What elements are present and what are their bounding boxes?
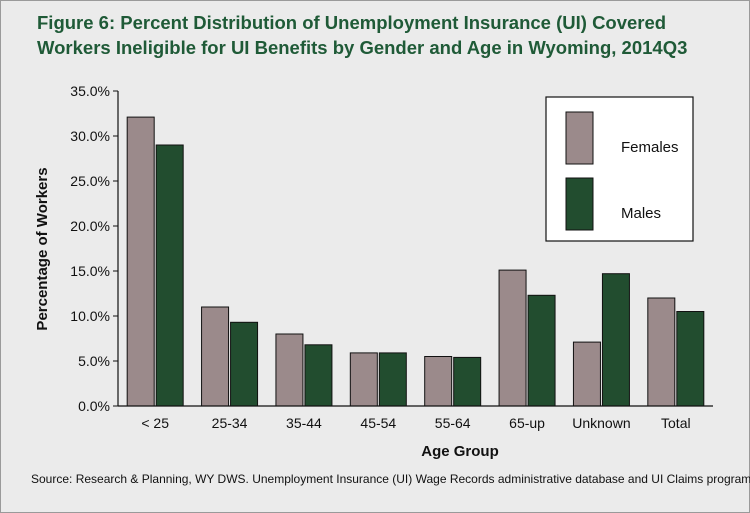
- bar-females-3: [349, 352, 378, 407]
- y-tick-label: 0.0%: [78, 398, 110, 414]
- x-tick-label: 55-64: [435, 415, 471, 431]
- bar-males-6: [601, 273, 630, 407]
- y-tick-label: 25.0%: [70, 173, 110, 189]
- x-tick-labels: < 25 25-34 35-44 45-54 55-64 65-up Unknown Tota…: [141, 415, 690, 431]
- y-tick-label: 15.0%: [70, 263, 110, 279]
- y-tick-label: 10.0%: [70, 308, 110, 324]
- bar-males-4: [453, 356, 482, 407]
- bar-females-0: [126, 116, 155, 407]
- bar-chart: 0.0% 5.0% 10.0% 15.0% 20.0% 25.0% 30.0% 35.0% <…: [34, 83, 713, 460]
- x-tick-label: Total: [661, 415, 691, 431]
- y-tick-label: 20.0%: [70, 218, 110, 234]
- x-axis-title: Age Group: [421, 443, 499, 460]
- y-axis-title: Percentage of Workers: [34, 167, 51, 330]
- bar-males-2: [304, 344, 333, 407]
- x-tick-label: 25-34: [212, 415, 248, 431]
- source-note: Source: Research & Planning, WY DWS. Une…: [31, 472, 750, 486]
- legend-label-females: Females: [621, 139, 679, 156]
- bar-females-2: [275, 333, 304, 407]
- bar-females-4: [424, 356, 453, 407]
- bar-females-5: [498, 269, 527, 407]
- x-tick-label: 35-44: [286, 415, 322, 431]
- x-tick-label: 65-up: [509, 415, 545, 431]
- y-tick-label: 35.0%: [70, 83, 110, 99]
- bar-males-7: [676, 311, 705, 407]
- bar-males-0: [155, 144, 184, 407]
- bar-females-1: [201, 306, 230, 407]
- chart-title: Figure 6: Percent Distribution of Unempl…: [37, 10, 737, 60]
- legend-label-males: Males: [621, 205, 661, 222]
- legend: Females Males: [545, 96, 694, 242]
- bar-males-1: [230, 321, 259, 407]
- chart-title-line2: Workers Ineligible for UI Benefits by Ge…: [37, 37, 688, 58]
- bar-males-3: [378, 352, 407, 407]
- x-tick-label: Unknown: [572, 415, 630, 431]
- y-tick-label: 5.0%: [78, 353, 110, 369]
- x-tick-label: < 25: [141, 415, 169, 431]
- chart-title-line1: Figure 6: Percent Distribution of Unempl…: [37, 12, 667, 33]
- x-tick-label: 45-54: [360, 415, 396, 431]
- y-tick-label: 30.0%: [70, 128, 110, 144]
- bar-males-5: [527, 294, 556, 407]
- bars-group: [126, 116, 705, 407]
- bar-females-6: [572, 341, 601, 407]
- y-tick-labels: 0.0% 5.0% 10.0% 15.0% 20.0% 25.0% 30.0% 35.0%: [70, 83, 118, 414]
- bar-females-7: [647, 297, 676, 407]
- legend-swatch-males: [565, 177, 594, 231]
- legend-swatch-females: [565, 111, 594, 165]
